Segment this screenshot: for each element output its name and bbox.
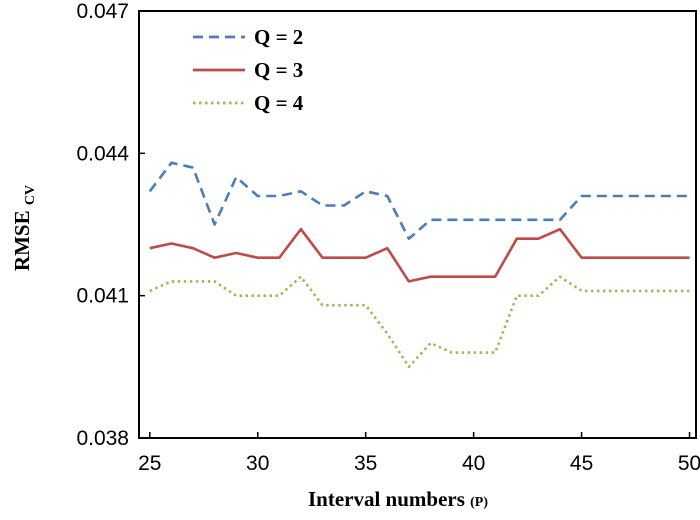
x-tick-label: 45 [570,452,593,475]
series-line-q2 [148,161,690,240]
series-line-q4 [149,275,690,369]
legend: Q = 2 Q = 3 Q = 4 [193,25,304,115]
x-axis-title-suffix: (P) [470,495,488,510]
x-tick-label: 35 [354,452,377,475]
x-tick-label: 30 [246,452,269,475]
x-tick-label: 50 [678,452,700,475]
series-lines [148,161,690,369]
y-tick-label: 0.047 [76,0,129,23]
x-axis-title-main: Interval numbers [308,487,465,511]
y-axis-title-sub: CV [23,185,38,205]
x-tick-label: 40 [462,452,485,475]
y-tick-label: 0.041 [76,285,129,308]
y-axis: 0.038 0.041 0.044 0.047 [76,0,145,450]
y-axis-title: RMSE CV [10,185,38,271]
legend-label: Q = 4 [254,91,304,115]
plot-area-frame [138,10,697,439]
y-axis-title-main: RMSE [10,210,34,271]
legend-label: Q = 3 [254,58,303,82]
legend-label: Q = 2 [254,25,303,49]
series-line-q3 [149,227,690,283]
x-axis-title: Interval numbers (P) [308,487,488,511]
y-tick-label: 0.038 [76,427,129,450]
y-tick-label: 0.044 [76,142,129,165]
x-tick-label: 25 [138,452,161,475]
x-axis: 25 30 35 40 45 50 [138,432,700,475]
